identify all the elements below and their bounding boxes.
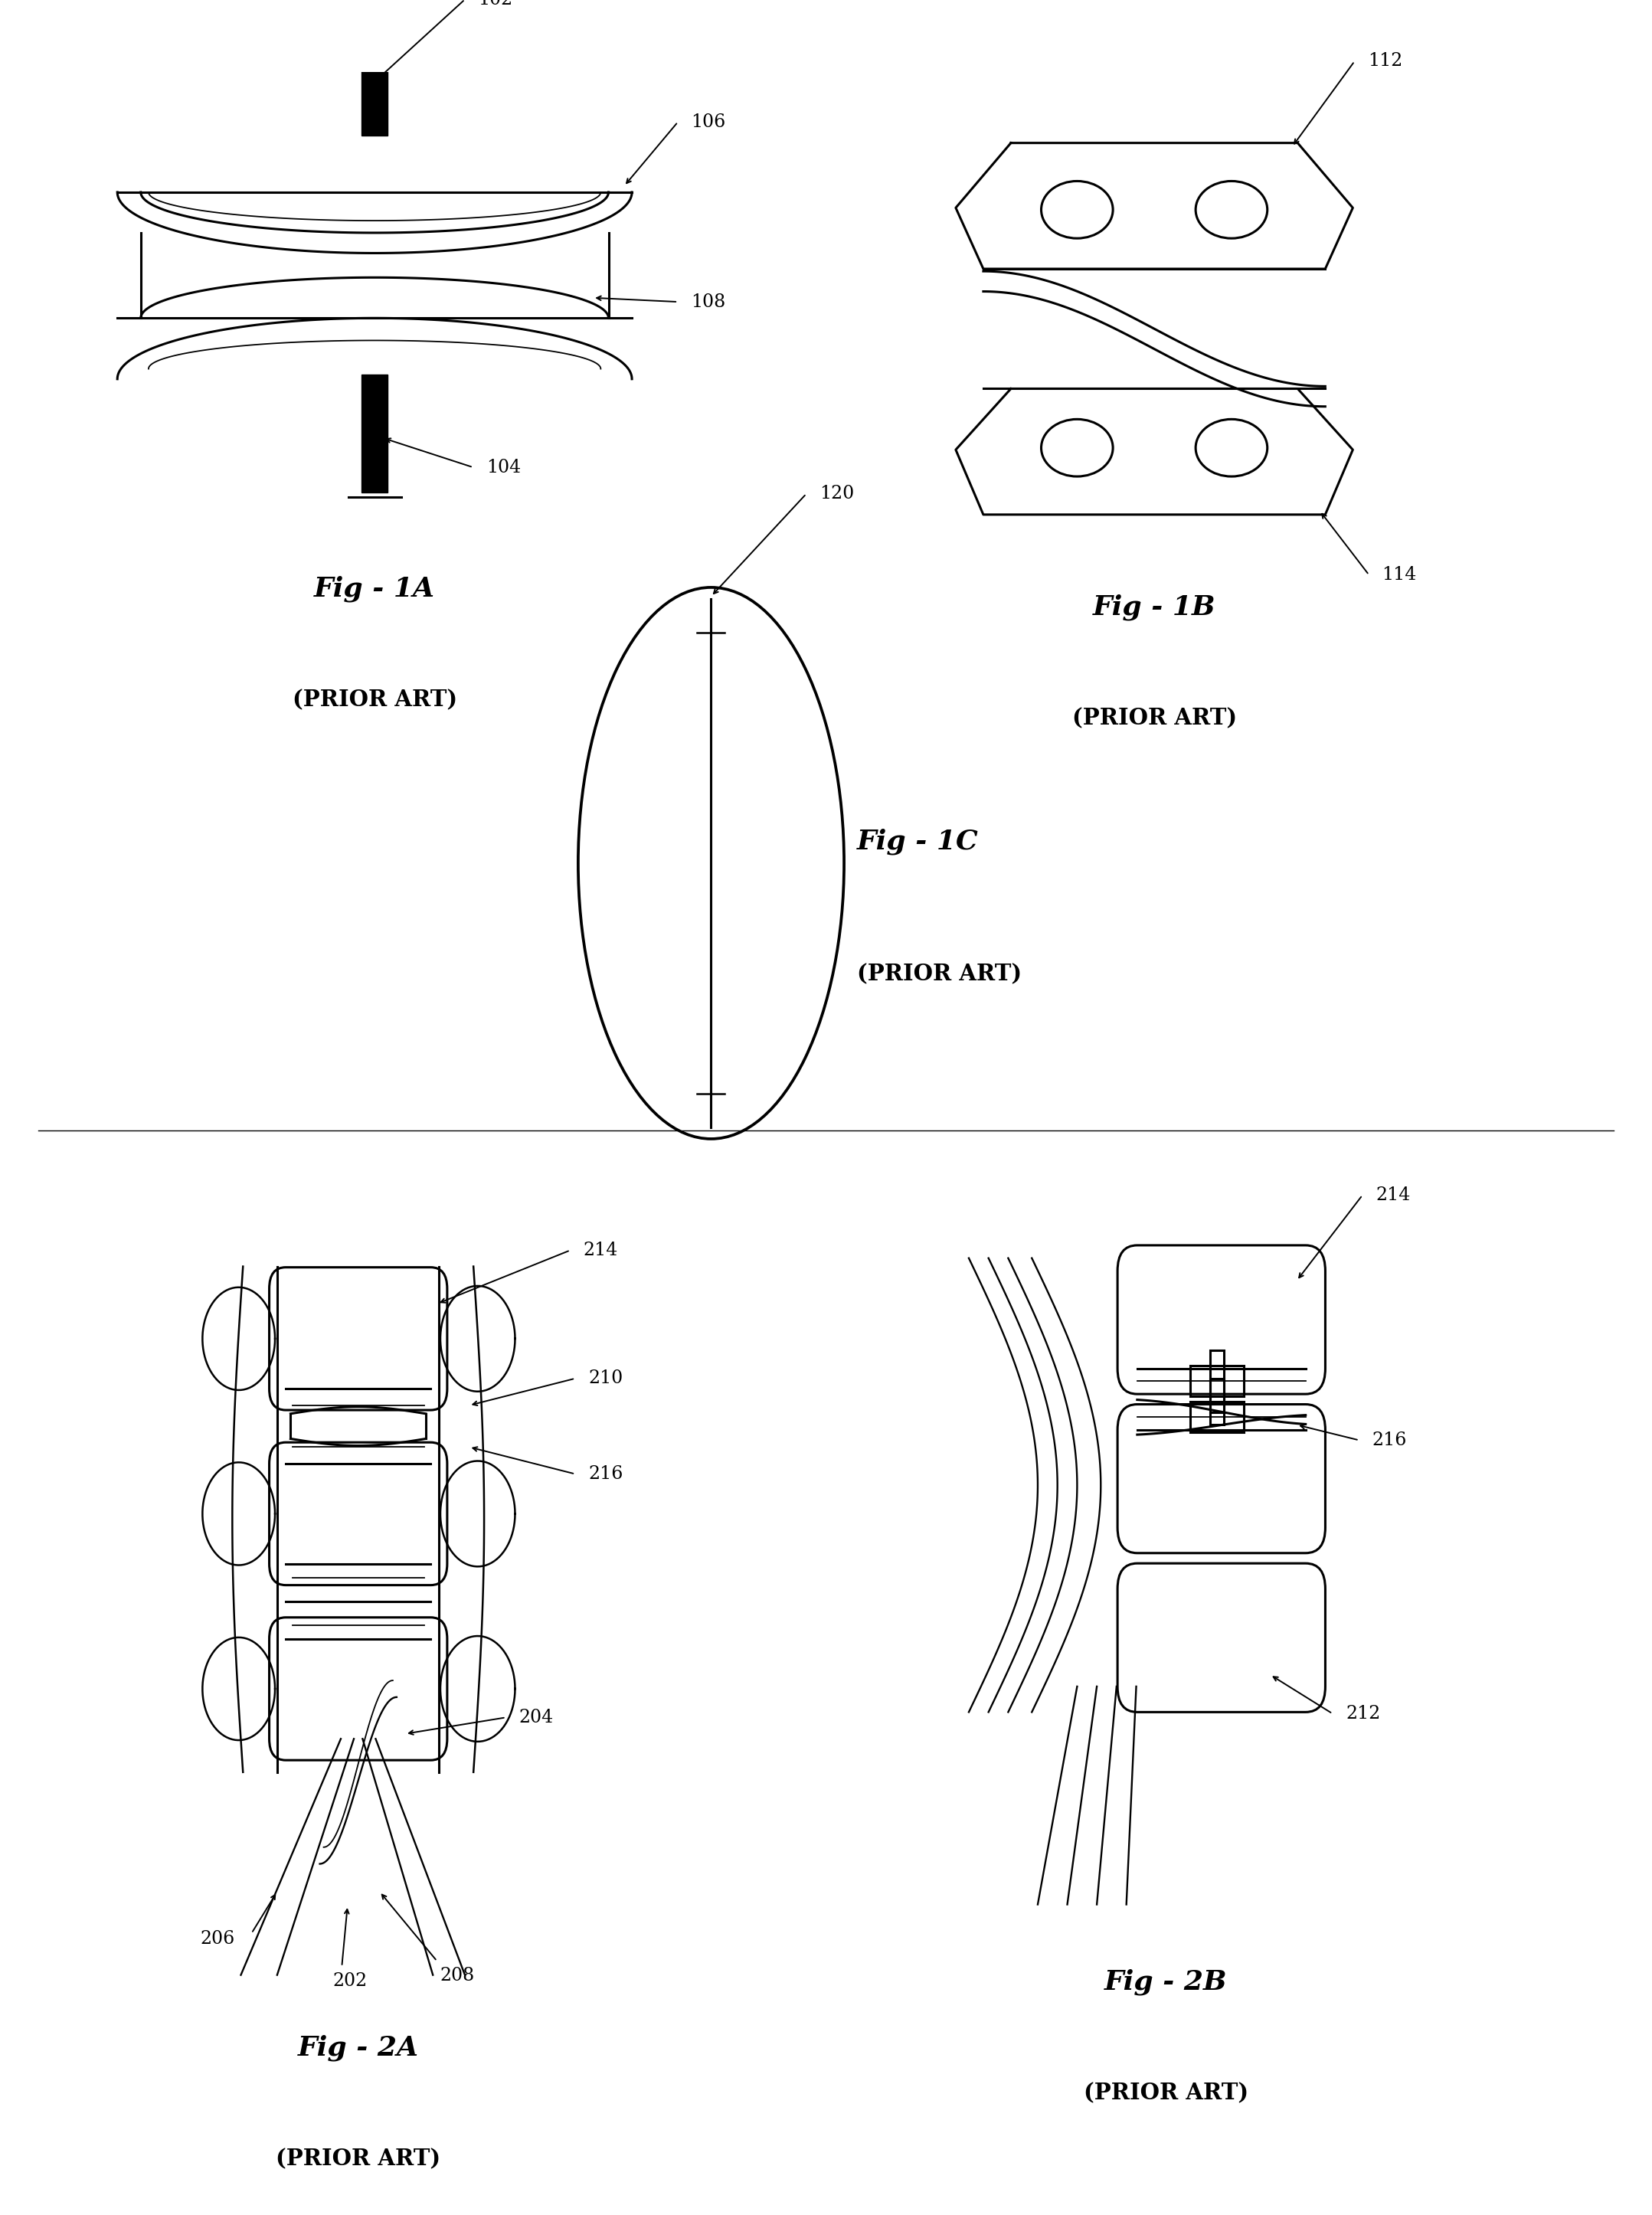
Text: 216: 216 — [588, 1464, 623, 1482]
Text: 106: 106 — [691, 113, 725, 131]
Text: 114: 114 — [1383, 567, 1417, 585]
Text: Fig - 2B: Fig - 2B — [1104, 1969, 1227, 1996]
Text: (PRIOR ART): (PRIOR ART) — [1072, 707, 1237, 729]
Bar — [362, 42, 388, 135]
Text: Fig - 1C: Fig - 1C — [857, 828, 978, 855]
Text: 202: 202 — [332, 1971, 367, 1989]
Text: (PRIOR ART): (PRIOR ART) — [1084, 2082, 1249, 2104]
Text: 112: 112 — [1368, 53, 1403, 71]
Text: (PRIOR ART): (PRIOR ART) — [857, 964, 1021, 986]
Text: 206: 206 — [200, 1929, 235, 1947]
Text: 120: 120 — [819, 485, 854, 503]
Text: 212: 212 — [1346, 1706, 1381, 1723]
Bar — [1191, 1367, 1244, 1398]
Bar — [1191, 1402, 1244, 1433]
Text: 214: 214 — [1376, 1187, 1411, 1205]
Text: Fig - 2A: Fig - 2A — [297, 2036, 418, 2062]
Text: Fig - 1A: Fig - 1A — [314, 576, 434, 602]
Text: 102: 102 — [477, 0, 512, 9]
Text: 210: 210 — [588, 1369, 623, 1387]
Text: 216: 216 — [1373, 1431, 1408, 1449]
Text: 104: 104 — [486, 459, 520, 476]
Bar — [362, 374, 388, 492]
Text: 108: 108 — [691, 292, 725, 310]
Bar — [1211, 1351, 1224, 1411]
Text: 214: 214 — [583, 1240, 618, 1258]
Text: 204: 204 — [519, 1708, 553, 1725]
Bar — [1211, 1378, 1224, 1424]
Text: Fig - 1B: Fig - 1B — [1094, 594, 1216, 620]
Text: (PRIOR ART): (PRIOR ART) — [292, 689, 458, 711]
Text: (PRIOR ART): (PRIOR ART) — [276, 2149, 441, 2171]
Text: 208: 208 — [441, 1967, 474, 1985]
